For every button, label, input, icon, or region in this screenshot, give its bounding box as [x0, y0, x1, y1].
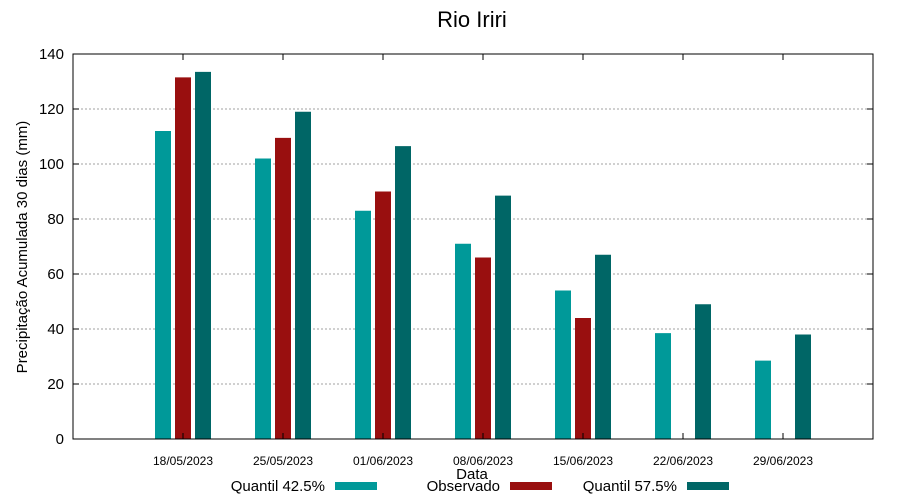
- bar: [355, 210, 371, 439]
- legend-swatch: [510, 482, 552, 490]
- x-tick-label: 15/06/2023: [553, 454, 613, 468]
- legend-swatch: [335, 482, 377, 490]
- bar: [555, 290, 571, 439]
- legend-label: Quantil 57.5%: [583, 478, 677, 495]
- legend-label: Observado: [427, 478, 500, 495]
- bar: [195, 71, 211, 439]
- x-tick-label: 25/05/2023: [253, 454, 313, 468]
- y-tick-label: 40: [47, 321, 64, 338]
- y-axis-label: Precipitação Acumulada 30 dias (mm): [14, 121, 31, 374]
- bar: [455, 243, 471, 439]
- x-tick-label: 18/05/2023: [153, 454, 213, 468]
- y-tick-label: 20: [47, 376, 64, 393]
- bar: [575, 318, 591, 439]
- bar: [175, 77, 191, 439]
- bar: [475, 257, 491, 439]
- bar: [495, 195, 511, 439]
- x-axis-label: Data: [456, 466, 488, 483]
- bar: [275, 137, 291, 439]
- y-tick-label: 140: [39, 46, 64, 63]
- plot-frame: [72, 53, 874, 440]
- legend-swatch: [687, 482, 729, 490]
- y-tick-label: 120: [39, 101, 64, 118]
- chart-title: Rio Iriri: [437, 7, 507, 32]
- bars: [155, 71, 811, 439]
- y-tick-label: 60: [47, 266, 64, 283]
- bar: [155, 131, 171, 439]
- x-tick-label: 29/06/2023: [753, 454, 813, 468]
- x-tick-label: 22/06/2023: [653, 454, 713, 468]
- bar: [595, 254, 611, 439]
- bar: [295, 111, 311, 439]
- bar: [395, 146, 411, 439]
- y-tick-label: 100: [39, 156, 64, 173]
- legend-label: Quantil 42.5%: [231, 478, 325, 495]
- legend: Quantil 42.5% Observado Quantil 57.5%: [231, 478, 729, 495]
- y-axis-ticks: 0 20 40 60 80 100 120 140: [39, 46, 873, 448]
- bar: [255, 158, 271, 439]
- bar: [655, 333, 671, 439]
- x-axis-ticks: 18/05/2023 25/05/2023 01/06/2023 08/06/2023…: [153, 54, 813, 468]
- bar: [755, 360, 771, 439]
- bar: [375, 191, 391, 439]
- y-tick-label: 80: [47, 211, 64, 228]
- y-tick-label: 0: [56, 431, 64, 448]
- bar: [795, 334, 811, 439]
- x-tick-label: 08/06/2023: [453, 454, 513, 468]
- x-tick-label: 01/06/2023: [353, 454, 413, 468]
- grid-lines: [73, 108, 873, 385]
- bar: [695, 304, 711, 439]
